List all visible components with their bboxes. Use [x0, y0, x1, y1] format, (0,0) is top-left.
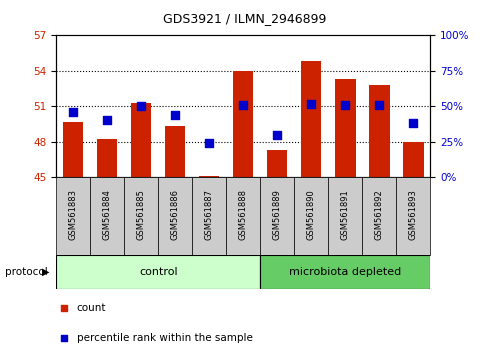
Text: GSM561885: GSM561885 — [137, 189, 145, 240]
Point — [273, 132, 281, 137]
Text: GSM561892: GSM561892 — [374, 189, 383, 240]
Bar — [199, 176, 219, 177]
Text: protocol: protocol — [5, 267, 47, 277]
Text: count: count — [77, 303, 106, 313]
Text: percentile rank within the sample: percentile rank within the sample — [77, 333, 252, 343]
Bar — [294, 177, 327, 255]
Text: GSM561887: GSM561887 — [204, 189, 213, 240]
Bar — [260, 177, 294, 255]
Point — [239, 102, 246, 108]
Point — [137, 103, 145, 109]
Bar — [368, 85, 389, 177]
Bar — [124, 177, 158, 255]
Text: GSM561890: GSM561890 — [306, 189, 315, 240]
Bar — [395, 177, 429, 255]
Bar — [233, 71, 253, 177]
Bar — [334, 79, 355, 177]
Bar — [260, 255, 429, 289]
Bar — [402, 142, 423, 177]
Point — [307, 101, 315, 107]
Bar — [226, 177, 260, 255]
Bar — [131, 103, 151, 177]
Bar — [301, 61, 321, 177]
Point — [307, 202, 315, 207]
Bar — [362, 177, 395, 255]
Bar — [158, 177, 192, 255]
Text: microbiota depleted: microbiota depleted — [288, 267, 401, 277]
Text: GSM561884: GSM561884 — [102, 189, 112, 240]
Point — [69, 109, 77, 115]
Text: GSM561883: GSM561883 — [69, 189, 78, 240]
Text: ▶: ▶ — [41, 267, 49, 277]
Text: GSM561891: GSM561891 — [340, 189, 349, 240]
Bar — [56, 177, 90, 255]
Point — [408, 120, 416, 126]
Text: control: control — [139, 267, 177, 277]
Point — [103, 118, 111, 123]
Text: GDS3921 / ILMN_2946899: GDS3921 / ILMN_2946899 — [163, 12, 325, 25]
Text: GSM561893: GSM561893 — [408, 189, 417, 240]
Point — [171, 112, 179, 118]
Point — [205, 140, 213, 146]
Bar — [165, 126, 185, 177]
Bar — [63, 121, 83, 177]
Text: GSM561889: GSM561889 — [272, 189, 281, 240]
Bar — [327, 177, 362, 255]
Bar — [97, 139, 117, 177]
Text: GSM561886: GSM561886 — [170, 189, 180, 240]
Bar — [56, 255, 260, 289]
Point — [341, 103, 348, 108]
Point — [375, 103, 383, 108]
Text: GSM561888: GSM561888 — [238, 189, 247, 240]
Bar — [192, 177, 226, 255]
Bar — [90, 177, 124, 255]
Bar — [266, 150, 287, 177]
